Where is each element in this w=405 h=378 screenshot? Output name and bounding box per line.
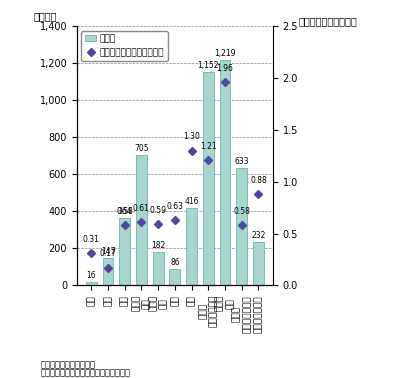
Text: 1,219: 1,219 <box>214 49 236 57</box>
Bar <box>119 218 130 285</box>
Text: 0.31: 0.31 <box>83 235 100 244</box>
Text: 416: 416 <box>184 197 199 206</box>
Legend: 求人数, 求人数／失業者数（右軸）: 求人数, 求人数／失業者数（右軸） <box>81 31 168 60</box>
Text: 備考：求人数は速報値。: 備考：求人数は速報値。 <box>40 361 96 370</box>
Bar <box>169 270 180 285</box>
Text: 86: 86 <box>170 258 180 267</box>
Bar <box>203 72 214 285</box>
Text: 1.21: 1.21 <box>200 142 217 151</box>
Bar <box>153 252 164 285</box>
Text: 0.59: 0.59 <box>149 206 166 215</box>
Bar <box>86 282 97 285</box>
Text: 16: 16 <box>87 271 96 280</box>
Text: 147: 147 <box>101 247 115 256</box>
Text: 0.61: 0.61 <box>133 204 150 213</box>
Bar <box>136 155 147 285</box>
Text: 705: 705 <box>134 144 149 153</box>
Text: 0.58: 0.58 <box>233 207 250 216</box>
Y-axis label: （求人数／失業者数）: （求人数／失業者数） <box>298 16 357 26</box>
Text: 資料：米国労働省から経済産業省作成。: 資料：米国労働省から経済産業省作成。 <box>40 368 130 377</box>
Text: 633: 633 <box>234 157 249 166</box>
Text: 1.30: 1.30 <box>183 132 200 141</box>
Text: 364: 364 <box>117 207 132 216</box>
Text: 232: 232 <box>251 231 266 240</box>
Bar <box>220 60 230 285</box>
Text: 1.96: 1.96 <box>217 64 233 73</box>
Y-axis label: （千人）: （千人） <box>34 11 58 21</box>
Text: 0.58: 0.58 <box>116 207 133 216</box>
Text: 182: 182 <box>151 240 165 249</box>
Text: 1,152: 1,152 <box>198 61 219 70</box>
Bar <box>236 168 247 285</box>
Text: 0.17: 0.17 <box>100 249 117 259</box>
Text: 0.63: 0.63 <box>166 202 183 211</box>
Bar <box>186 208 197 285</box>
Bar <box>102 258 113 285</box>
Bar <box>253 242 264 285</box>
Text: 0.88: 0.88 <box>250 176 267 185</box>
